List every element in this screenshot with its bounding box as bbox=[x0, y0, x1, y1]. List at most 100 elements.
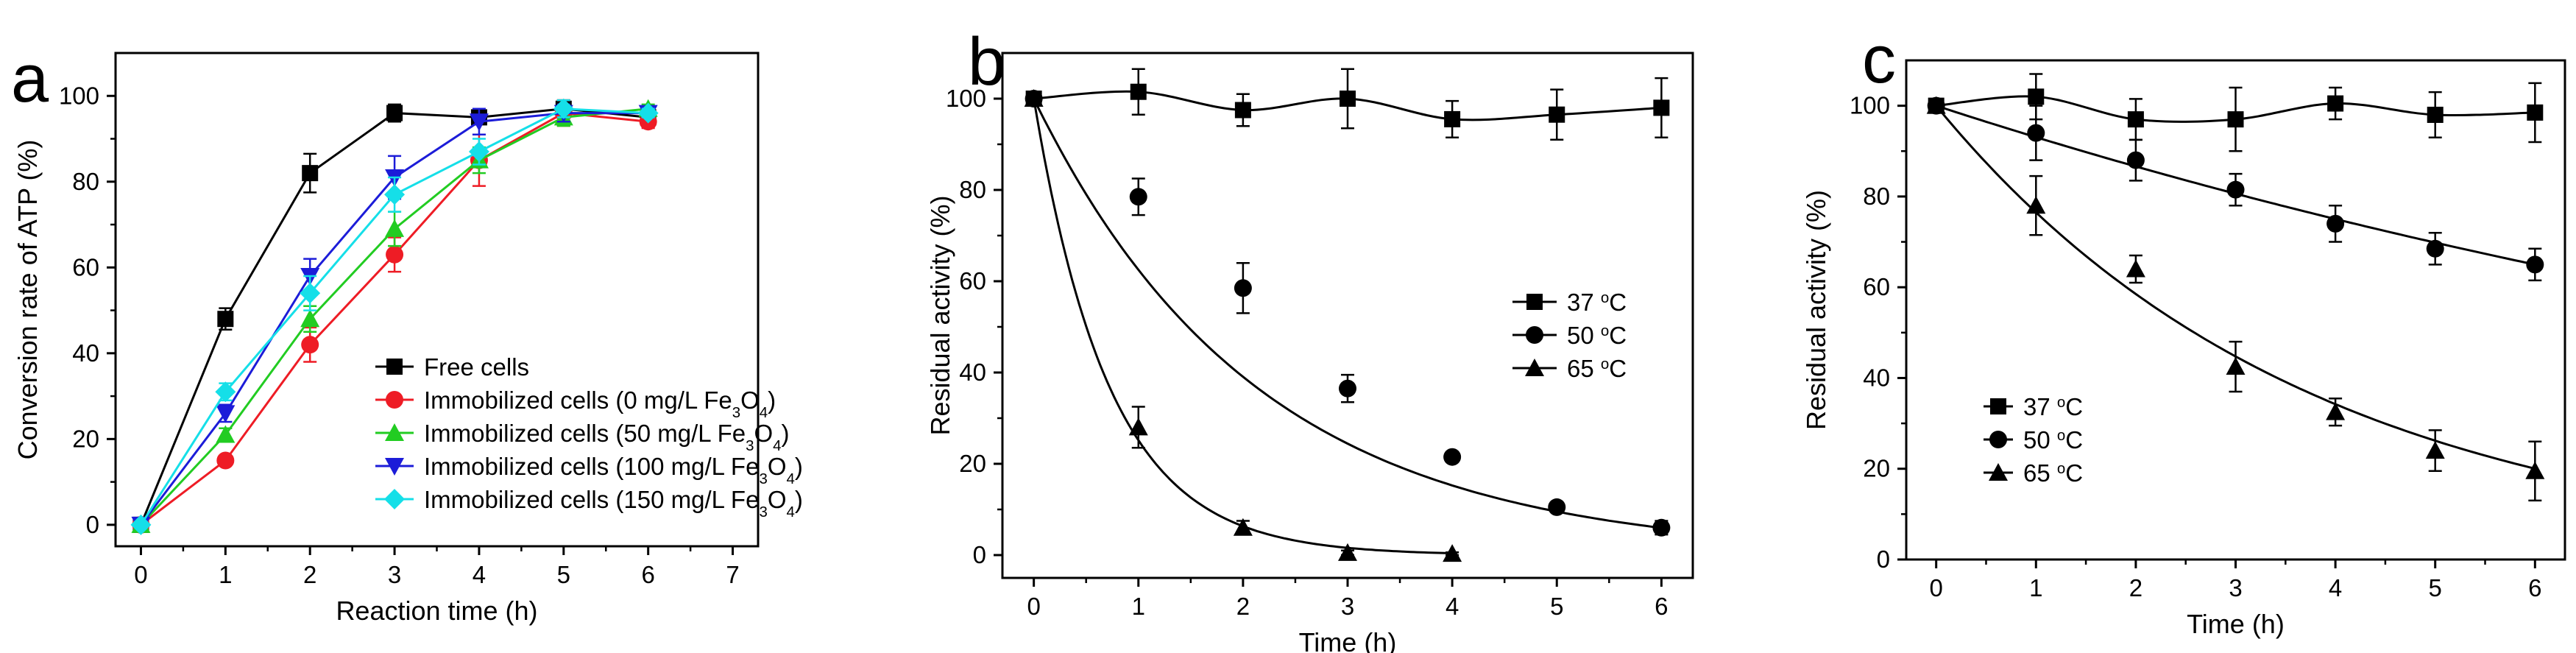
legend-label-part: C bbox=[1609, 322, 1627, 349]
legend-label: 50 oC bbox=[2023, 426, 2083, 453]
legend-label-part: o bbox=[2057, 427, 2065, 444]
data-point bbox=[2027, 124, 2045, 142]
legend-marker bbox=[1990, 398, 2006, 414]
panel-label: b bbox=[968, 24, 1005, 99]
data-point bbox=[468, 141, 489, 162]
data-point bbox=[1233, 518, 1253, 536]
y-tick-label: 40 bbox=[959, 359, 986, 386]
series-2 bbox=[1927, 96, 2544, 282]
chart-panel-a: a 0 1 2 3 4 5 6 7 0 20 40 60 80 100 Reaction time (h) Co… bbox=[11, 41, 760, 626]
data-point bbox=[2326, 402, 2346, 420]
x-tick-label: 0 bbox=[134, 561, 147, 588]
legend-label-part: ) bbox=[768, 386, 776, 414]
legend-marker bbox=[385, 423, 404, 441]
data-point bbox=[1652, 518, 1671, 537]
y-tick-label: 40 bbox=[72, 339, 99, 367]
legend-label-part: 50 bbox=[1567, 322, 1601, 349]
legend-label: Free cells bbox=[424, 353, 529, 381]
data-point bbox=[2426, 239, 2444, 258]
data-point bbox=[2126, 259, 2145, 278]
y-tick-label: 0 bbox=[973, 541, 986, 568]
legend-label-part: Immobilized cells (50 mg/L Fe bbox=[424, 420, 746, 447]
legend-label-part: 4 bbox=[760, 404, 768, 421]
legend-label-part: O bbox=[768, 486, 787, 513]
data-point bbox=[2127, 111, 2144, 128]
x-axis-label: Time (h) bbox=[2187, 609, 2285, 639]
x-tick-label: 1 bbox=[1132, 593, 1145, 620]
data-point bbox=[385, 219, 405, 237]
legend-label-part: Immobilized cells (0 mg/L Fe bbox=[424, 386, 732, 414]
data-point bbox=[216, 451, 235, 470]
data-point bbox=[1129, 188, 1147, 206]
x-tick-label: 3 bbox=[2229, 574, 2242, 601]
series-1 bbox=[1928, 73, 2544, 152]
data-point bbox=[2425, 441, 2445, 459]
data-point bbox=[1339, 379, 1356, 398]
data-point bbox=[1234, 102, 1251, 119]
x-tick-label: 4 bbox=[2329, 574, 2342, 601]
y-tick-label: 60 bbox=[1863, 273, 1890, 300]
legend-label-part: o bbox=[1601, 289, 1609, 306]
data-point bbox=[1128, 417, 1148, 436]
x-axis-label: Reaction time (h) bbox=[336, 596, 537, 626]
x-tick-label: 2 bbox=[2129, 574, 2142, 601]
y-tick-label: 60 bbox=[72, 253, 99, 280]
data-point bbox=[1653, 99, 1670, 116]
y-tick-label: 0 bbox=[1877, 546, 1890, 573]
y-tick-label: 100 bbox=[946, 85, 986, 112]
data-point bbox=[553, 98, 574, 119]
series-5 bbox=[130, 98, 659, 535]
data-point bbox=[386, 105, 403, 121]
legend-marker bbox=[1989, 431, 2007, 448]
y-tick-label: 60 bbox=[959, 267, 986, 294]
data-point bbox=[2527, 104, 2544, 121]
legend-marker bbox=[1526, 294, 1543, 310]
legend-marker bbox=[1526, 326, 1543, 344]
y-tick-label: 100 bbox=[1850, 92, 1890, 119]
legend-label: 65 oC bbox=[2023, 459, 2083, 487]
data-point bbox=[2026, 196, 2046, 214]
y-tick-label: 100 bbox=[59, 82, 99, 109]
data-point bbox=[1549, 106, 1565, 123]
panel-label: c bbox=[1862, 22, 1896, 97]
legend-label: Immobilized cells (0 mg/L Fe3O4) bbox=[424, 386, 776, 421]
data-point bbox=[217, 311, 234, 328]
y-tick-label: 80 bbox=[72, 168, 99, 195]
x-tick-label: 0 bbox=[1930, 574, 1943, 601]
y-tick-label: 20 bbox=[959, 450, 986, 477]
legend-label-part: 65 bbox=[2023, 459, 2057, 487]
legend-label: 65 oC bbox=[1567, 355, 1627, 382]
x-tick-label: 3 bbox=[1341, 593, 1354, 620]
y-tick-label: 80 bbox=[1863, 183, 1890, 210]
legend-label-part: 3 bbox=[732, 404, 740, 421]
legend-label-part: Immobilized cells (100 mg/L Fe bbox=[424, 453, 759, 480]
legend-label-part: ) bbox=[782, 420, 790, 447]
x-tick-label: 6 bbox=[641, 561, 654, 588]
data-point bbox=[469, 113, 489, 132]
data-point bbox=[2227, 111, 2244, 128]
x-tick-label: 3 bbox=[388, 561, 401, 588]
data-point bbox=[300, 309, 320, 328]
x-tick-label: 1 bbox=[219, 561, 232, 588]
legend-label: 50 oC bbox=[1567, 322, 1627, 349]
series-3 bbox=[1024, 89, 1462, 562]
x-tick-label: 4 bbox=[1446, 593, 1459, 620]
data-point bbox=[1926, 96, 1946, 114]
y-axis-label: Residual activity (%) bbox=[925, 195, 955, 435]
legend-label-part: 4 bbox=[787, 470, 795, 487]
data-point bbox=[2526, 255, 2544, 274]
y-axis-label: Conversion rate of ATP (%) bbox=[13, 140, 43, 460]
x-tick-label: 5 bbox=[1550, 593, 1563, 620]
data-point bbox=[2427, 106, 2444, 123]
data-point bbox=[1024, 89, 1044, 107]
legend-label-part: Immobilized cells (150 mg/L Fe bbox=[424, 486, 759, 513]
x-tick-label: 4 bbox=[473, 561, 486, 588]
data-point bbox=[1234, 279, 1252, 297]
legend-label-part: C bbox=[1609, 289, 1627, 316]
data-point bbox=[2126, 151, 2145, 169]
legend-label-part: o bbox=[2057, 394, 2065, 411]
legend-label-part: o bbox=[2057, 460, 2065, 477]
legend-label: Immobilized cells (50 mg/L Fe3O4) bbox=[424, 420, 790, 454]
